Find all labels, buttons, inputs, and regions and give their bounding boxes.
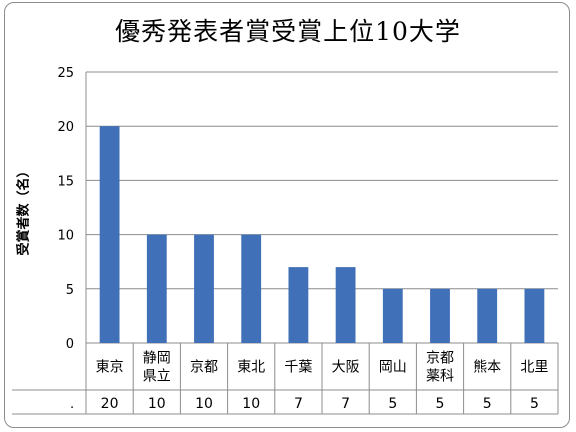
x-category-label: 東京	[96, 360, 124, 376]
data-table-value: 10	[242, 396, 260, 412]
bar	[524, 288, 545, 343]
data-table-value: 5	[388, 396, 397, 412]
x-category-label: 大阪	[332, 360, 360, 376]
bar	[335, 267, 356, 343]
bar	[477, 288, 498, 343]
table-row-marker: .	[70, 397, 74, 412]
bar	[146, 234, 167, 343]
x-category-label: 北里	[520, 360, 548, 376]
x-category-label: 千葉	[284, 360, 312, 376]
x-category-label: 東北	[237, 360, 265, 376]
data-table-value: 7	[341, 396, 350, 412]
y-tick-label: 10	[57, 229, 74, 244]
data-table-value: 20	[101, 396, 119, 412]
bar	[194, 234, 214, 343]
y-tick-label: 5	[66, 283, 74, 298]
y-tick-label: 25	[57, 66, 74, 81]
data-table-value: 10	[148, 396, 166, 412]
data-table-value: 5	[483, 396, 492, 412]
x-category-label: 京都	[190, 360, 218, 376]
y-tick-label: 0	[66, 337, 74, 352]
bar	[99, 126, 120, 343]
x-category-label: 京都	[426, 351, 454, 367]
bar	[241, 234, 262, 343]
bar	[430, 288, 450, 343]
x-category-label: 県立	[143, 369, 171, 385]
bar	[382, 288, 403, 343]
data-table-value: 7	[294, 396, 303, 412]
chart-frame	[4, 2, 570, 428]
chart-title: 優秀発表者賞受賞上位10大学	[115, 17, 461, 46]
data-table-value: 10	[195, 396, 213, 412]
data-table-value: 5	[530, 396, 539, 412]
x-category-label: 薬科	[426, 369, 454, 385]
x-category-label: 熊本	[473, 360, 501, 376]
y-tick-label: 15	[57, 174, 74, 189]
bar	[288, 267, 309, 343]
x-category-label: 静岡	[143, 351, 171, 367]
y-tick-label: 20	[57, 120, 74, 135]
x-category-label: 岡山	[379, 360, 407, 376]
data-table-value: 5	[436, 396, 445, 412]
